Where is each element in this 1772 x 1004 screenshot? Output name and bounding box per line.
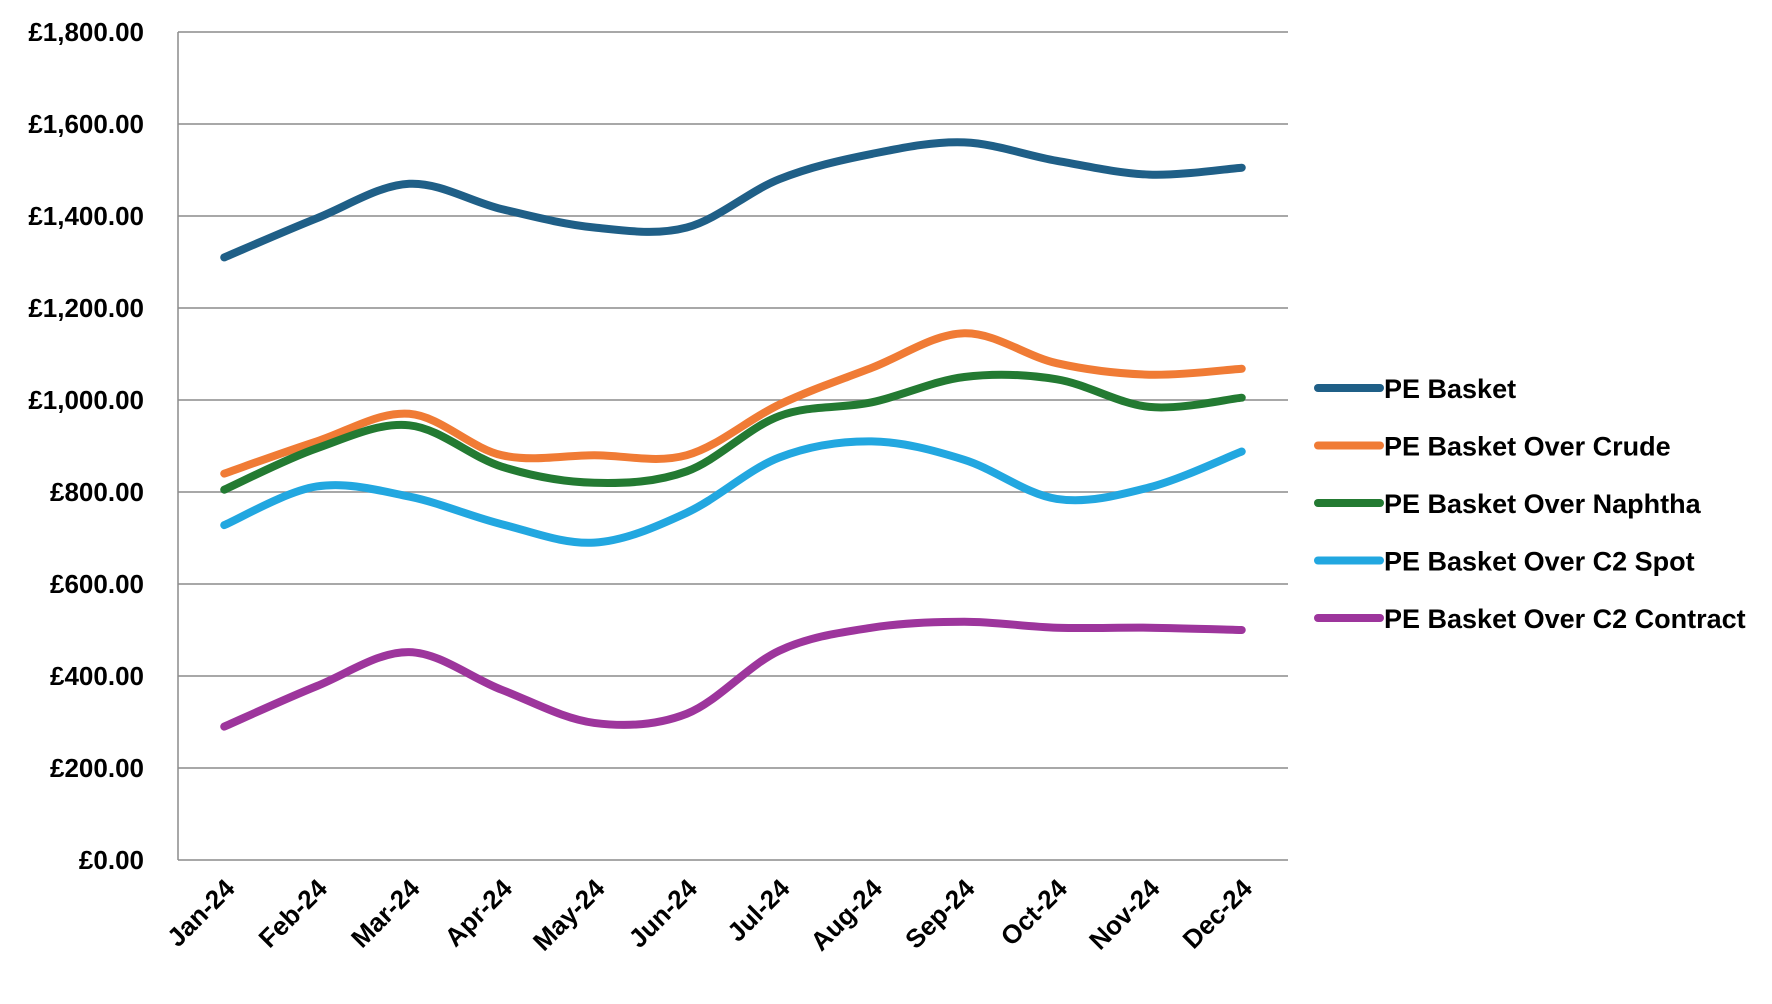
- y-tick-label: £1,600.00: [28, 109, 144, 139]
- x-axis-ticks: Jan-24 Feb-24 Mar-24 Apr-24 May-24 Jun-24 Jul-…: [161, 873, 1258, 957]
- axes: [177, 32, 1288, 861]
- y-tick-label: £600.00: [50, 569, 144, 599]
- legend: PE Basket PE Basket Over Crude PE Basket O…: [1314, 374, 1746, 634]
- series-line-pe-basket-over-c2-spot: [220, 437, 1246, 547]
- series-line-pe-basket-over-naphtha: [220, 370, 1246, 494]
- series-line-pe-basket-over-c2-contract: [220, 617, 1246, 731]
- gridlines: [178, 31, 1288, 769]
- series-line-pe-basket: [220, 138, 1246, 262]
- series-line-pe-basket-over-crude: [220, 329, 1246, 478]
- x-tick-label: May-24: [527, 873, 611, 957]
- y-tick-label: £400.00: [50, 661, 144, 691]
- x-tick-label: Oct-24: [995, 873, 1074, 952]
- y-axis-ticks: £0.00 £200.00 £400.00 £600.00 £800.00 £1,000.…: [28, 17, 144, 875]
- y-tick-label: £1,200.00: [28, 293, 144, 323]
- legend-label: PE Basket Over Naphtha: [1384, 489, 1702, 519]
- series-lines: [220, 138, 1246, 731]
- y-tick-label: £1,000.00: [28, 385, 144, 415]
- y-tick-label: £800.00: [50, 477, 144, 507]
- legend-item: PE Basket Over Crude: [1314, 432, 1671, 462]
- legend-label: PE Basket Over C2 Contract: [1384, 604, 1746, 634]
- x-tick-label: Jun-24: [623, 873, 704, 954]
- y-tick-label: £1,800.00: [28, 17, 144, 47]
- legend-item: PE Basket Over C2 Contract: [1314, 604, 1746, 634]
- legend-label: PE Basket Over C2 Spot: [1384, 547, 1695, 577]
- legend-item: PE Basket Over C2 Spot: [1314, 547, 1695, 577]
- x-tick-label: Nov-24: [1083, 873, 1166, 956]
- x-tick-label: Jan-24: [161, 873, 241, 953]
- x-tick-label: Mar-24: [345, 873, 426, 954]
- x-tick-label: Sep-24: [899, 873, 981, 955]
- x-tick-label: Aug-24: [804, 873, 888, 957]
- legend-item: PE Basket Over Naphtha: [1314, 489, 1702, 519]
- x-tick-label: Jul-24: [721, 873, 796, 948]
- x-tick-label: Feb-24: [253, 873, 334, 954]
- x-tick-label: Apr-24: [439, 873, 519, 953]
- y-tick-label: £0.00: [79, 845, 144, 875]
- y-tick-label: £1,400.00: [28, 201, 144, 231]
- legend-item: PE Basket: [1314, 374, 1516, 404]
- legend-label: PE Basket: [1384, 374, 1516, 404]
- x-tick-label: Dec-24: [1176, 873, 1258, 955]
- legend-label: PE Basket Over Crude: [1384, 432, 1671, 462]
- y-tick-label: £200.00: [50, 753, 144, 783]
